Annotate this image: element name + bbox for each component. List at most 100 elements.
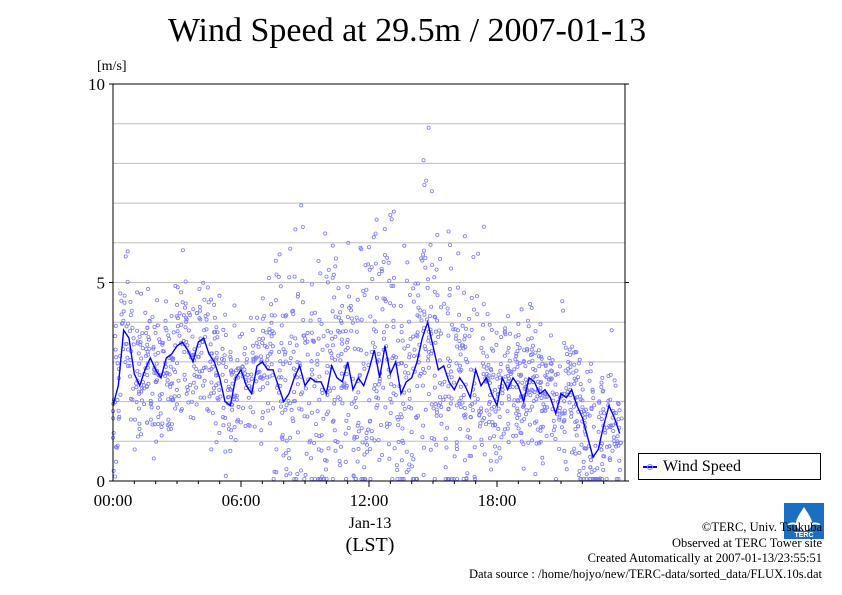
data-point [232, 323, 237, 328]
data-point [233, 393, 238, 398]
data-point [498, 362, 503, 367]
data-point [214, 355, 219, 360]
data-point [164, 299, 169, 304]
data-point [422, 370, 427, 375]
data-point [562, 419, 567, 424]
data-point [599, 447, 604, 452]
data-point [539, 396, 544, 401]
data-point [335, 328, 340, 333]
data-point [168, 426, 173, 431]
data-point [338, 358, 343, 363]
data-point [198, 317, 203, 322]
data-point [339, 371, 344, 376]
data-point [201, 280, 206, 285]
data-point [356, 429, 361, 434]
data-point [420, 435, 425, 440]
x-tick-label: 00:00 [94, 491, 133, 510]
data-point [358, 245, 363, 250]
data-point [610, 423, 615, 428]
data-point [291, 366, 296, 371]
data-point [333, 256, 338, 261]
data-point [309, 476, 314, 481]
data-point [118, 392, 123, 397]
data-point [529, 336, 534, 341]
data-point [220, 415, 225, 420]
data-point [407, 292, 412, 297]
data-point [364, 436, 369, 441]
data-point [163, 373, 168, 378]
data-point [505, 409, 510, 414]
data-point [506, 345, 511, 350]
data-point [221, 423, 226, 428]
data-point [538, 380, 543, 385]
data-point [279, 341, 284, 346]
data-point [422, 182, 427, 187]
data-point [222, 353, 227, 358]
data-point [248, 405, 253, 410]
data-point [573, 427, 578, 432]
data-point [437, 380, 442, 385]
data-point [481, 350, 486, 355]
data-point [472, 400, 477, 405]
data-point [438, 413, 443, 418]
data-point [295, 294, 300, 299]
data-point [439, 421, 444, 426]
data-point [384, 421, 389, 426]
data-point [426, 349, 431, 354]
data-point [159, 425, 164, 430]
data-point [283, 359, 288, 364]
logo-text: TERC [794, 532, 813, 539]
data-point [308, 318, 313, 323]
data-point [577, 357, 582, 362]
data-point [557, 415, 562, 420]
data-point [424, 178, 429, 183]
data-point [268, 341, 273, 346]
x-tick-label: 18:00 [478, 491, 517, 510]
data-point [438, 400, 443, 405]
data-point [139, 398, 144, 403]
data-point [526, 440, 531, 445]
data-point [592, 468, 597, 473]
data-point [362, 293, 367, 298]
data-point [253, 355, 258, 360]
data-point [217, 387, 222, 392]
data-point [116, 408, 121, 413]
data-point [362, 366, 367, 371]
data-point [336, 395, 341, 400]
data-point [425, 277, 430, 282]
data-point [317, 397, 322, 402]
data-point [191, 307, 196, 312]
data-point [152, 324, 157, 329]
data-point [212, 302, 217, 307]
data-point [114, 444, 119, 449]
data-point [428, 242, 433, 247]
data-point [487, 322, 492, 327]
data-point [343, 459, 348, 464]
data-point [469, 402, 474, 407]
data-point [186, 328, 191, 333]
data-point [581, 459, 586, 464]
data-point [533, 368, 538, 373]
data-point [135, 290, 140, 295]
data-point [429, 402, 434, 407]
data-point [574, 368, 579, 373]
data-point [434, 407, 439, 412]
data-point [160, 421, 165, 426]
data-point [338, 463, 343, 468]
data-point [468, 367, 473, 372]
data-point [269, 302, 274, 307]
data-point [616, 417, 621, 422]
data-point [404, 375, 409, 380]
data-point [454, 403, 459, 408]
data-point [125, 249, 130, 254]
data-point [592, 403, 597, 408]
data-point [294, 343, 299, 348]
data-point [433, 315, 438, 320]
data-point [281, 453, 286, 458]
data-point [160, 340, 165, 345]
data-point [470, 408, 475, 413]
data-point [290, 309, 295, 314]
data-point [460, 323, 465, 328]
data-point [522, 416, 527, 421]
data-point [457, 312, 462, 317]
